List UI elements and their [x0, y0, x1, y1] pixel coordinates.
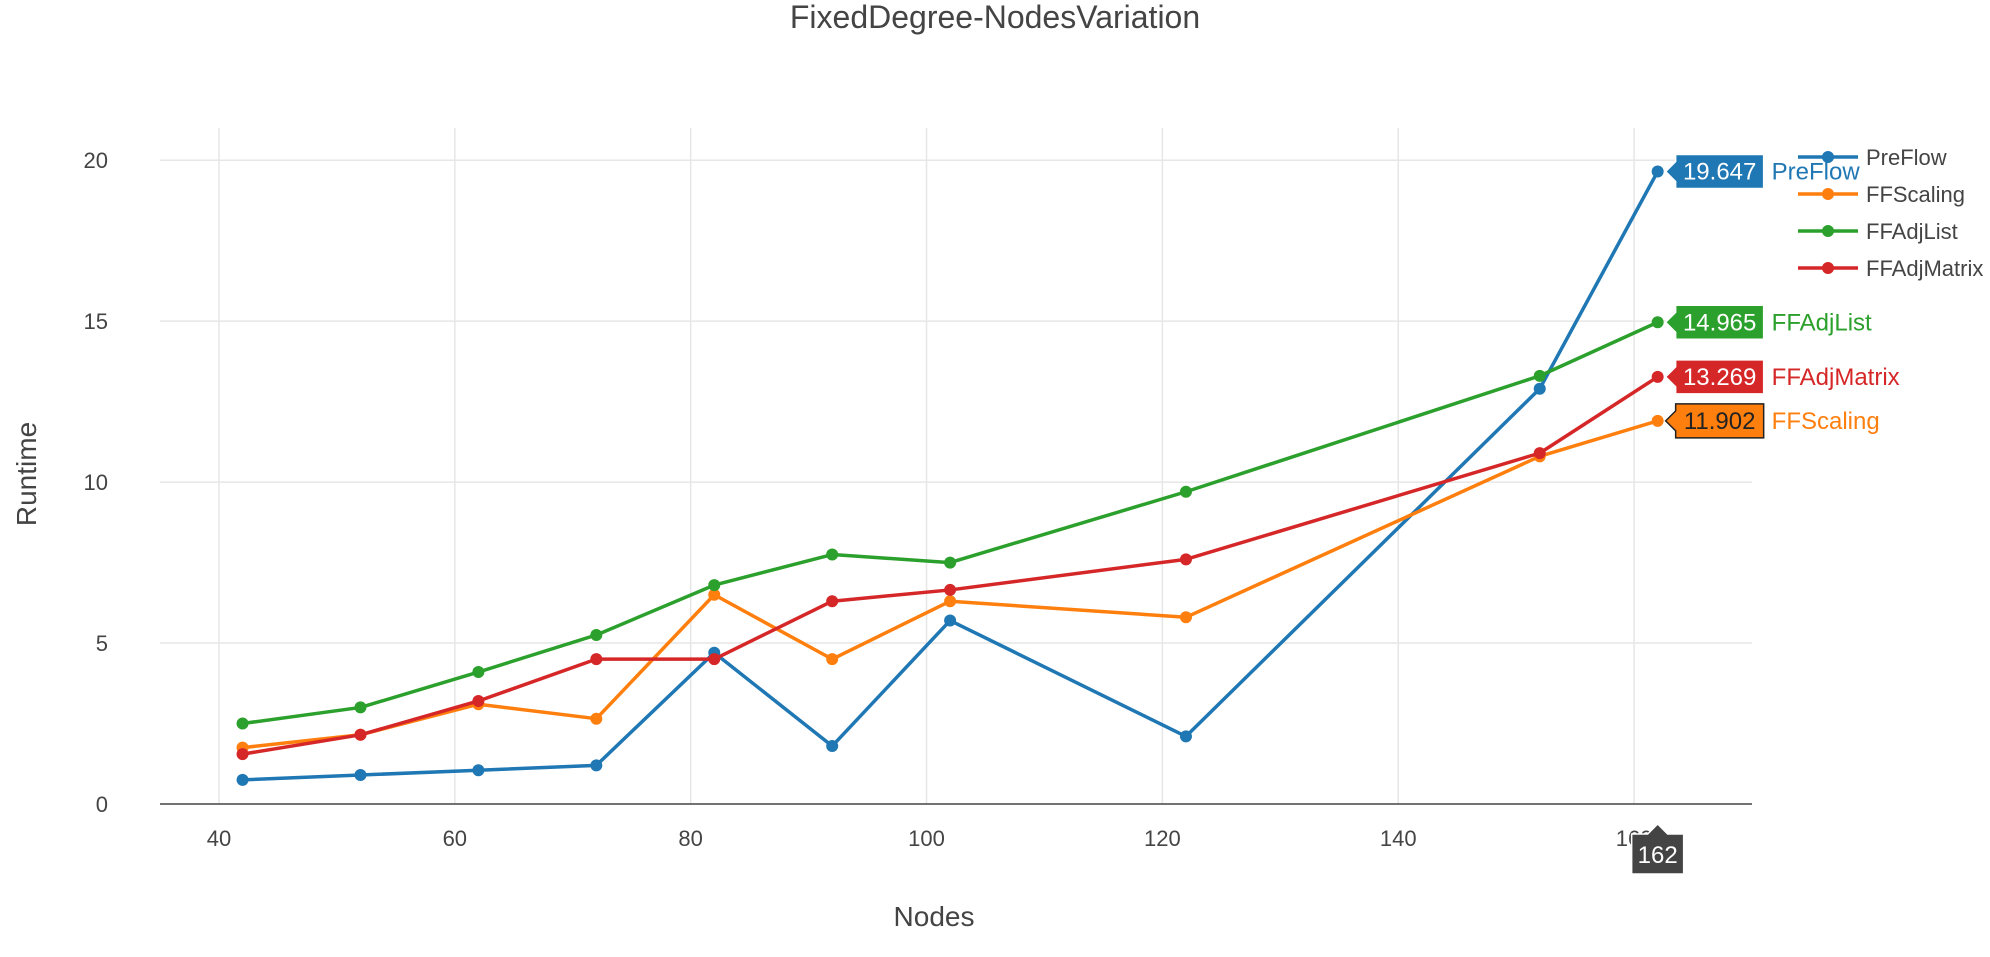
y-tick-label: 15: [84, 309, 108, 334]
y-tick-label: 0: [96, 792, 108, 817]
legend-item-ffadjlist[interactable]: FFAdjList: [1798, 219, 1958, 244]
hover-label-preflow: 19.647 PreFlow: [1664, 153, 1861, 190]
hover-label-box: [1664, 403, 1765, 439]
legend-item-preflow[interactable]: PreFlow: [1798, 145, 1947, 170]
data-point[interactable]: [472, 764, 485, 777]
series-lines[interactable]: [236, 165, 1664, 786]
legend-item-ffscaling[interactable]: FFScaling: [1798, 182, 1965, 207]
data-point[interactable]: [1179, 553, 1192, 566]
hover-label-ffadjlist: 14.965 FFAdjList: [1664, 304, 1872, 341]
data-point[interactable]: [590, 712, 603, 725]
data-point[interactable]: [1533, 369, 1546, 382]
data-point[interactable]: [1179, 611, 1192, 624]
x-tick-label: 80: [678, 826, 702, 851]
data-point[interactable]: [472, 694, 485, 707]
data-point[interactable]: [944, 614, 957, 627]
series-preflow[interactable]: [236, 165, 1664, 786]
y-tick-label: 5: [96, 631, 108, 656]
axes: 40608010012014016005101520: [84, 148, 1752, 851]
data-point[interactable]: [708, 588, 721, 601]
hover-label-series: PreFlow: [1772, 159, 1861, 186]
hover-label-value: 14.965: [1683, 309, 1756, 336]
series-line-ffadjmatrix[interactable]: [242, 375, 1659, 756]
data-point[interactable]: [1651, 316, 1664, 329]
hover-label-box: [1664, 359, 1765, 395]
series-line-preflow[interactable]: [242, 170, 1660, 782]
series-line-ffadjlist[interactable]: [242, 320, 1659, 726]
x-tick-label: 140: [1380, 826, 1417, 851]
legend-item-ffadjmatrix[interactable]: FFAdjMatrix: [1798, 256, 1983, 281]
data-point[interactable]: [826, 653, 839, 666]
legend-marker: [1822, 225, 1834, 237]
x-tick-label: 100: [908, 826, 945, 851]
data-point[interactable]: [1651, 414, 1664, 427]
data-point[interactable]: [590, 653, 603, 666]
data-point[interactable]: [708, 653, 721, 666]
y-tick-label: 20: [84, 148, 108, 173]
data-point[interactable]: [1179, 485, 1192, 498]
data-point[interactable]: [236, 717, 249, 730]
data-point[interactable]: [236, 773, 249, 786]
data-point[interactable]: [472, 666, 485, 679]
hover-x-label: 162: [1630, 822, 1685, 875]
series-ffadjlist[interactable]: [236, 316, 1664, 730]
hover-label-series: FFAdjMatrix: [1772, 364, 1900, 391]
legend-label: FFAdjMatrix: [1866, 256, 1983, 281]
hover-labels: 19.647 PreFlow 14.965 FFAdjList 13.269 FFAdjM…: [1630, 153, 1900, 875]
legend-label: FFAdjList: [1866, 219, 1958, 244]
hover-label-value: 13.269: [1683, 364, 1756, 391]
data-point[interactable]: [1533, 447, 1546, 460]
data-point[interactable]: [1651, 370, 1664, 383]
x-axis-title: Nodes: [894, 901, 975, 932]
data-point[interactable]: [590, 629, 603, 641]
legend[interactable]: PreFlow FFScaling FFAdjList FFAdjMatrix: [1798, 145, 1983, 281]
data-point[interactable]: [826, 548, 839, 561]
data-point[interactable]: [1179, 730, 1192, 743]
data-point[interactable]: [708, 579, 721, 592]
data-point[interactable]: [354, 769, 367, 782]
hover-x-box: [1630, 822, 1685, 875]
y-axis-title: Runtime: [11, 422, 42, 526]
data-point[interactable]: [944, 583, 957, 596]
y-tick-label: 10: [84, 470, 108, 495]
legend-marker: [1822, 151, 1834, 163]
series-ffadjmatrix[interactable]: [236, 370, 1664, 761]
hover-label-box: [1664, 304, 1765, 341]
data-point[interactable]: [354, 728, 367, 741]
hover-label-box: [1664, 153, 1765, 190]
legend-marker: [1822, 262, 1834, 274]
x-tick-label: 60: [443, 826, 467, 851]
data-point[interactable]: [1533, 382, 1546, 395]
data-point[interactable]: [354, 701, 367, 714]
hover-label-ffadjmatrix: 13.269 FFAdjMatrix: [1664, 359, 1900, 395]
data-point[interactable]: [826, 740, 839, 753]
data-point[interactable]: [236, 748, 249, 761]
x-tick-label: 120: [1144, 826, 1181, 851]
hover-label-ffscaling: 11.902 FFScaling: [1664, 403, 1880, 439]
data-point[interactable]: [1651, 165, 1664, 178]
hover-label-value: 19.647: [1683, 159, 1756, 186]
hover-label-value: 11.902: [1684, 408, 1756, 435]
data-point[interactable]: [944, 556, 957, 569]
hover-x-value: 162: [1638, 842, 1678, 869]
legend-marker: [1822, 188, 1834, 200]
chart-title: FixedDegree-NodesVariation: [790, 0, 1200, 35]
data-point[interactable]: [944, 595, 957, 608]
x-tick-label: 40: [207, 826, 231, 851]
hover-label-series: FFAdjList: [1772, 309, 1872, 336]
grid-lines: [160, 128, 1752, 804]
legend-label: FFScaling: [1866, 182, 1965, 207]
legend-label: PreFlow: [1866, 145, 1947, 170]
data-point[interactable]: [826, 595, 839, 608]
data-point[interactable]: [590, 759, 603, 772]
hover-label-series: FFScaling: [1772, 408, 1880, 435]
